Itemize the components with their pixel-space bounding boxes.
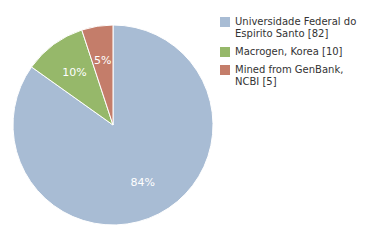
svg-text:10%: 10% xyxy=(62,66,86,79)
svg-text:84%: 84% xyxy=(131,176,155,189)
svg-text:5%: 5% xyxy=(94,54,111,67)
html-text:Universidade Federal do Espiri: Universidade Federal do Espirito Santo [… xyxy=(235,16,357,39)
html-text:Mined from GenBank, NCBI [5]: Mined from GenBank, NCBI [5] xyxy=(235,64,344,87)
html-text:Macrogen, Korea [10]: Macrogen, Korea [10] xyxy=(235,46,343,57)
